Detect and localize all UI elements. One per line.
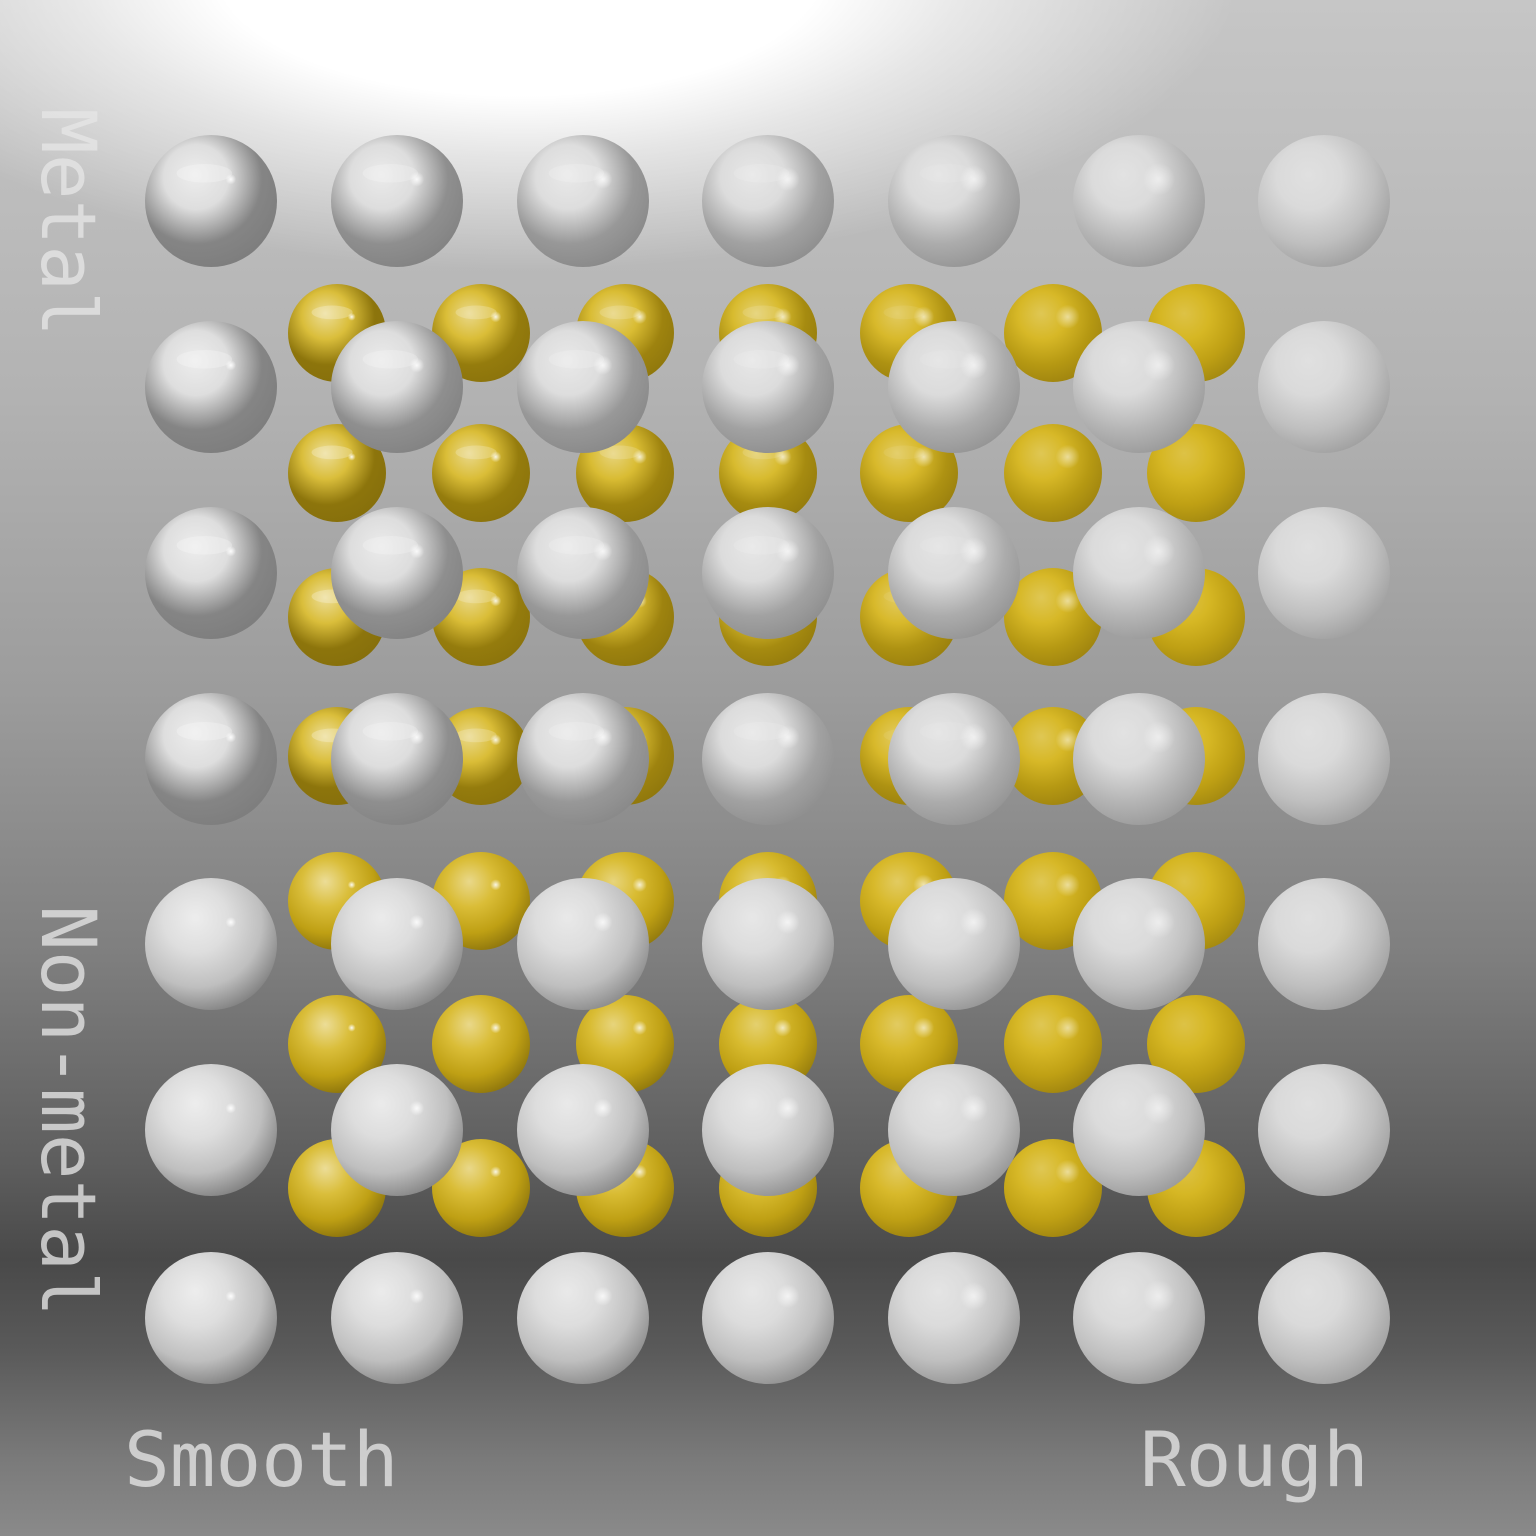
silver-sphere — [1258, 321, 1390, 453]
silver-sphere — [145, 321, 277, 453]
gold-sphere — [1004, 1139, 1102, 1237]
gold-sphere — [288, 995, 386, 1093]
silver-sphere — [1073, 1064, 1205, 1196]
silver-sphere — [702, 507, 834, 639]
silver-sphere — [702, 135, 834, 267]
gold-sphere — [432, 424, 530, 522]
silver-sphere — [517, 693, 649, 825]
silver-sphere — [702, 321, 834, 453]
silver-sphere — [145, 693, 277, 825]
silver-sphere — [702, 1064, 834, 1196]
silver-sphere — [1073, 321, 1205, 453]
silver-sphere — [888, 1064, 1020, 1196]
silver-sphere — [517, 1064, 649, 1196]
smooth-label: Smooth — [124, 1415, 399, 1504]
metal-label: Metal — [24, 108, 113, 337]
gold-sphere — [1147, 424, 1245, 522]
silver-sphere — [331, 321, 463, 453]
gold-sphere — [1004, 284, 1102, 382]
gold-sphere — [1004, 995, 1102, 1093]
spheres-layer — [145, 135, 1390, 1384]
gold-sphere — [432, 284, 530, 382]
silver-sphere — [1073, 507, 1205, 639]
silver-sphere — [1258, 507, 1390, 639]
gold-sphere — [432, 1139, 530, 1237]
silver-sphere — [331, 507, 463, 639]
silver-sphere — [517, 135, 649, 267]
silver-sphere — [1258, 693, 1390, 825]
gold-sphere — [719, 995, 817, 1093]
silver-sphere — [331, 693, 463, 825]
silver-sphere — [1258, 1064, 1390, 1196]
silver-sphere — [888, 507, 1020, 639]
gold-sphere — [432, 995, 530, 1093]
silver-sphere — [517, 1252, 649, 1384]
gold-sphere — [1147, 995, 1245, 1093]
silver-sphere — [517, 878, 649, 1010]
gold-sphere — [288, 424, 386, 522]
silver-sphere — [1258, 135, 1390, 267]
silver-sphere — [702, 693, 834, 825]
silver-sphere — [1073, 878, 1205, 1010]
silver-sphere — [1073, 693, 1205, 825]
silver-sphere — [888, 693, 1020, 825]
rough-label: Rough — [1140, 1415, 1369, 1504]
silver-sphere — [517, 321, 649, 453]
silver-sphere — [1258, 1252, 1390, 1384]
silver-sphere — [888, 135, 1020, 267]
silver-sphere — [888, 1252, 1020, 1384]
silver-sphere — [888, 321, 1020, 453]
silver-sphere — [331, 1252, 463, 1384]
silver-sphere — [145, 507, 277, 639]
silver-sphere — [1073, 1252, 1205, 1384]
gold-sphere — [1004, 424, 1102, 522]
silver-sphere — [1258, 878, 1390, 1010]
silver-sphere — [331, 135, 463, 267]
silver-sphere — [145, 878, 277, 1010]
silver-sphere — [1073, 135, 1205, 267]
silver-sphere — [702, 878, 834, 1010]
silver-sphere — [702, 1252, 834, 1384]
silver-sphere — [145, 1252, 277, 1384]
silver-sphere — [331, 1064, 463, 1196]
silver-sphere — [145, 1064, 277, 1196]
silver-sphere — [145, 135, 277, 267]
silver-sphere — [517, 507, 649, 639]
silver-sphere — [331, 878, 463, 1010]
non-metal-label: Non-metal — [24, 905, 113, 1317]
silver-sphere — [888, 878, 1020, 1010]
